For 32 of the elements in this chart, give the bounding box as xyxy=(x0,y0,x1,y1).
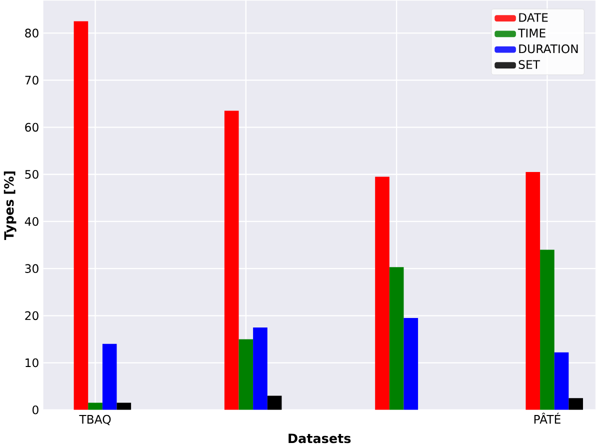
y-tick-label: 30 xyxy=(25,264,38,273)
x-tick-label: PÂTÉ xyxy=(534,412,560,424)
bar xyxy=(267,396,282,410)
bar xyxy=(404,318,418,410)
legend-label: SET xyxy=(518,60,540,69)
y-tick-label: 10 xyxy=(26,358,38,368)
bar xyxy=(389,267,404,410)
x-tick-label: TBAQ xyxy=(79,414,111,426)
bar xyxy=(554,352,569,410)
bar xyxy=(102,344,117,410)
x-axis-title: Datasets xyxy=(288,434,351,444)
bar xyxy=(116,402,132,410)
legend-label: DURATION xyxy=(519,44,578,54)
bar xyxy=(253,327,268,410)
y-tick-label: 0 xyxy=(32,405,38,414)
y-tick-label: 80 xyxy=(25,28,38,38)
bar xyxy=(540,250,554,410)
legend-label: DATE xyxy=(519,13,548,22)
bar xyxy=(526,172,540,410)
y-tick-label: 20 xyxy=(25,311,38,320)
bar xyxy=(238,339,254,410)
y-tick-label: 60 xyxy=(25,122,38,132)
bar xyxy=(74,21,88,410)
legend-label: TIME xyxy=(518,28,546,38)
y-tick-label: 40 xyxy=(24,217,38,226)
bar xyxy=(224,110,239,410)
bar xyxy=(88,402,102,410)
bar xyxy=(375,176,390,410)
y-axis-title: Types [%] xyxy=(4,171,16,240)
bar xyxy=(568,398,583,410)
y-tick-label: 50 xyxy=(25,170,38,179)
y-tick-label: 70 xyxy=(25,76,38,85)
